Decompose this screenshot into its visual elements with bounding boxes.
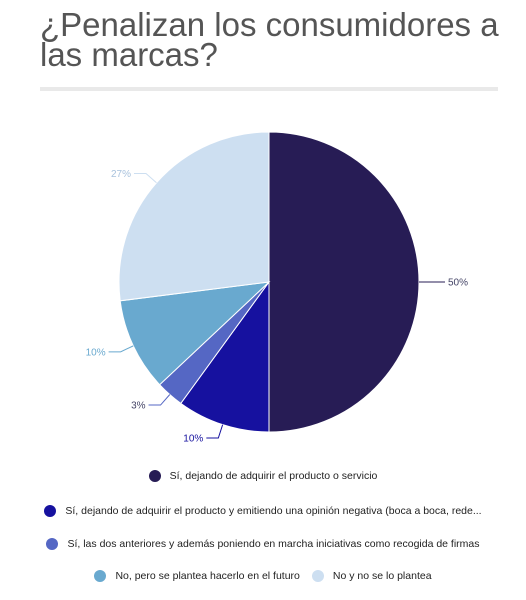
data-label-3: 3% [131, 401, 146, 412]
legend-label-4: No, pero se plantea hacerlo en el futuro [115, 570, 300, 582]
data-label-4: 10% [86, 347, 106, 358]
leader-line-4 [108, 345, 134, 353]
legend-item-3[interactable]: Sí, las dos anteriores y además poniendo… [46, 538, 480, 550]
legend-label-1: Sí, dejando de adquirir el producto o se… [169, 470, 378, 482]
pie-chart: 50% 10% 3% 10% 27% [86, 131, 468, 444]
legend-item-5[interactable]: No y no se lo plantea [311, 570, 432, 582]
legend-marker-2 [44, 505, 57, 517]
legend-marker-3 [46, 538, 59, 550]
legend-row-1: Sí, dejando de adquirir el producto o se… [0, 470, 526, 482]
legend-item-4[interactable]: No, pero se plantea hacerlo en el futuro [94, 570, 300, 582]
pie-slice-5[interactable] [118, 131, 270, 302]
legend-row-3: Sí, las dos anteriores y además poniendo… [0, 538, 526, 550]
title-divider [40, 87, 498, 91]
legend-item-2[interactable]: Sí, dejando de adquirir el producto y em… [44, 505, 482, 517]
leader-line-2 [206, 424, 224, 439]
legend-row-2: Sí, dejando de adquirir el producto y em… [0, 505, 526, 517]
data-label-1: 50% [448, 278, 468, 289]
data-label-2: 10% [183, 433, 203, 444]
legend-marker-4 [94, 570, 107, 582]
leader-line-3 [148, 394, 171, 406]
legend-label-3: Sí, las dos anteriores y además poniendo… [67, 538, 480, 550]
legend-label-5: No y no se lo plantea [332, 570, 432, 582]
data-label-5: 27% [111, 169, 131, 180]
pie-slice-4[interactable] [119, 281, 271, 386]
chart-title: ¿Penalizan los consumidores a las marcas… [40, 6, 499, 73]
legend-label-2: Sí, dejando de adquirir el producto y em… [65, 505, 482, 517]
leader-line-5 [133, 173, 157, 184]
legend-marker-5 [311, 570, 324, 582]
pie-slice-1[interactable] [268, 131, 420, 433]
legend-marker-1 [148, 470, 161, 482]
legend-item-1[interactable]: Sí, dejando de adquirir el producto o se… [148, 470, 378, 482]
legend-row-4: No, pero se plantea hacerlo en el futuro… [0, 570, 526, 582]
